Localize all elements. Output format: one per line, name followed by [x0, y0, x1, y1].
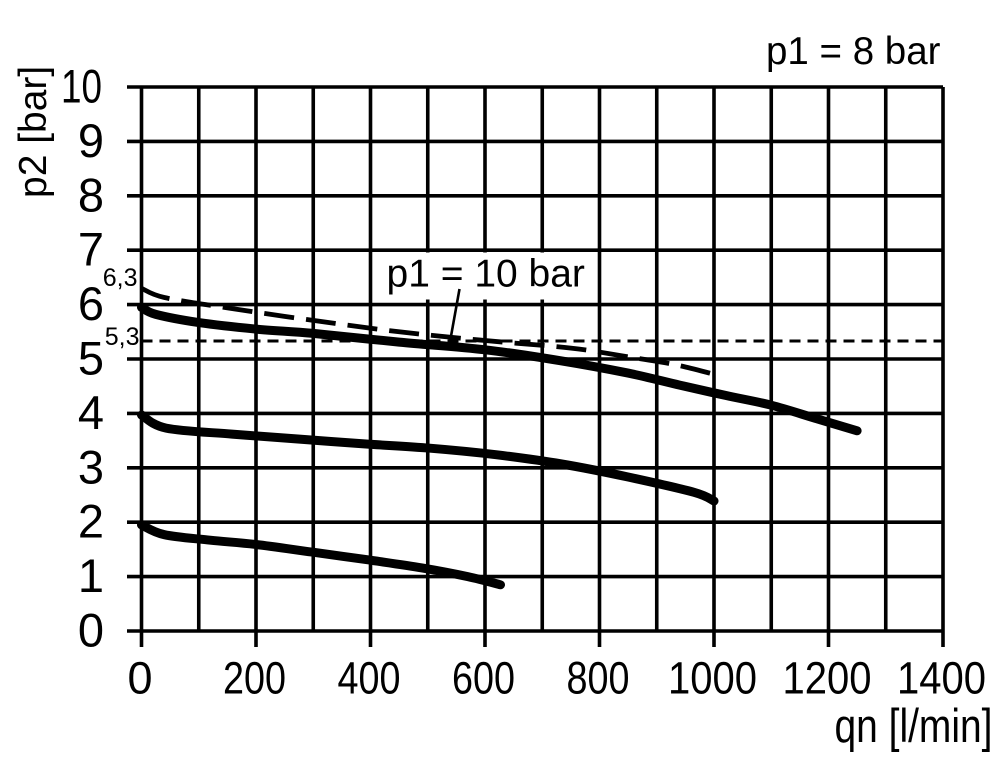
svg-text:800: 800	[567, 653, 630, 704]
svg-text:p1 = 10 bar: p1 = 10 bar	[387, 253, 585, 296]
svg-text:3: 3	[78, 440, 104, 493]
svg-text:600: 600	[452, 653, 515, 704]
svg-text:qn [l/min]: qn [l/min]	[835, 699, 993, 752]
svg-text:1000: 1000	[668, 653, 757, 704]
svg-text:4: 4	[78, 386, 104, 439]
svg-text:p1 = 8 bar: p1 = 8 bar	[766, 30, 941, 73]
svg-text:2: 2	[78, 495, 104, 548]
svg-text:5,3: 5,3	[105, 323, 140, 351]
svg-text:1: 1	[78, 549, 104, 602]
svg-text:0: 0	[78, 604, 104, 657]
svg-text:9: 9	[78, 114, 104, 167]
svg-text:0: 0	[127, 653, 152, 704]
svg-text:6,3: 6,3	[103, 264, 138, 292]
svg-text:5: 5	[78, 332, 104, 385]
svg-text:200: 200	[223, 653, 286, 704]
svg-text:6: 6	[78, 277, 104, 330]
svg-text:8: 8	[78, 168, 104, 221]
svg-text:7: 7	[78, 223, 104, 276]
svg-text:1400: 1400	[897, 653, 986, 704]
svg-text:10: 10	[61, 60, 102, 113]
svg-text:p2 [bar]: p2 [bar]	[12, 66, 55, 198]
svg-text:400: 400	[338, 653, 401, 704]
svg-text:1200: 1200	[783, 653, 872, 704]
